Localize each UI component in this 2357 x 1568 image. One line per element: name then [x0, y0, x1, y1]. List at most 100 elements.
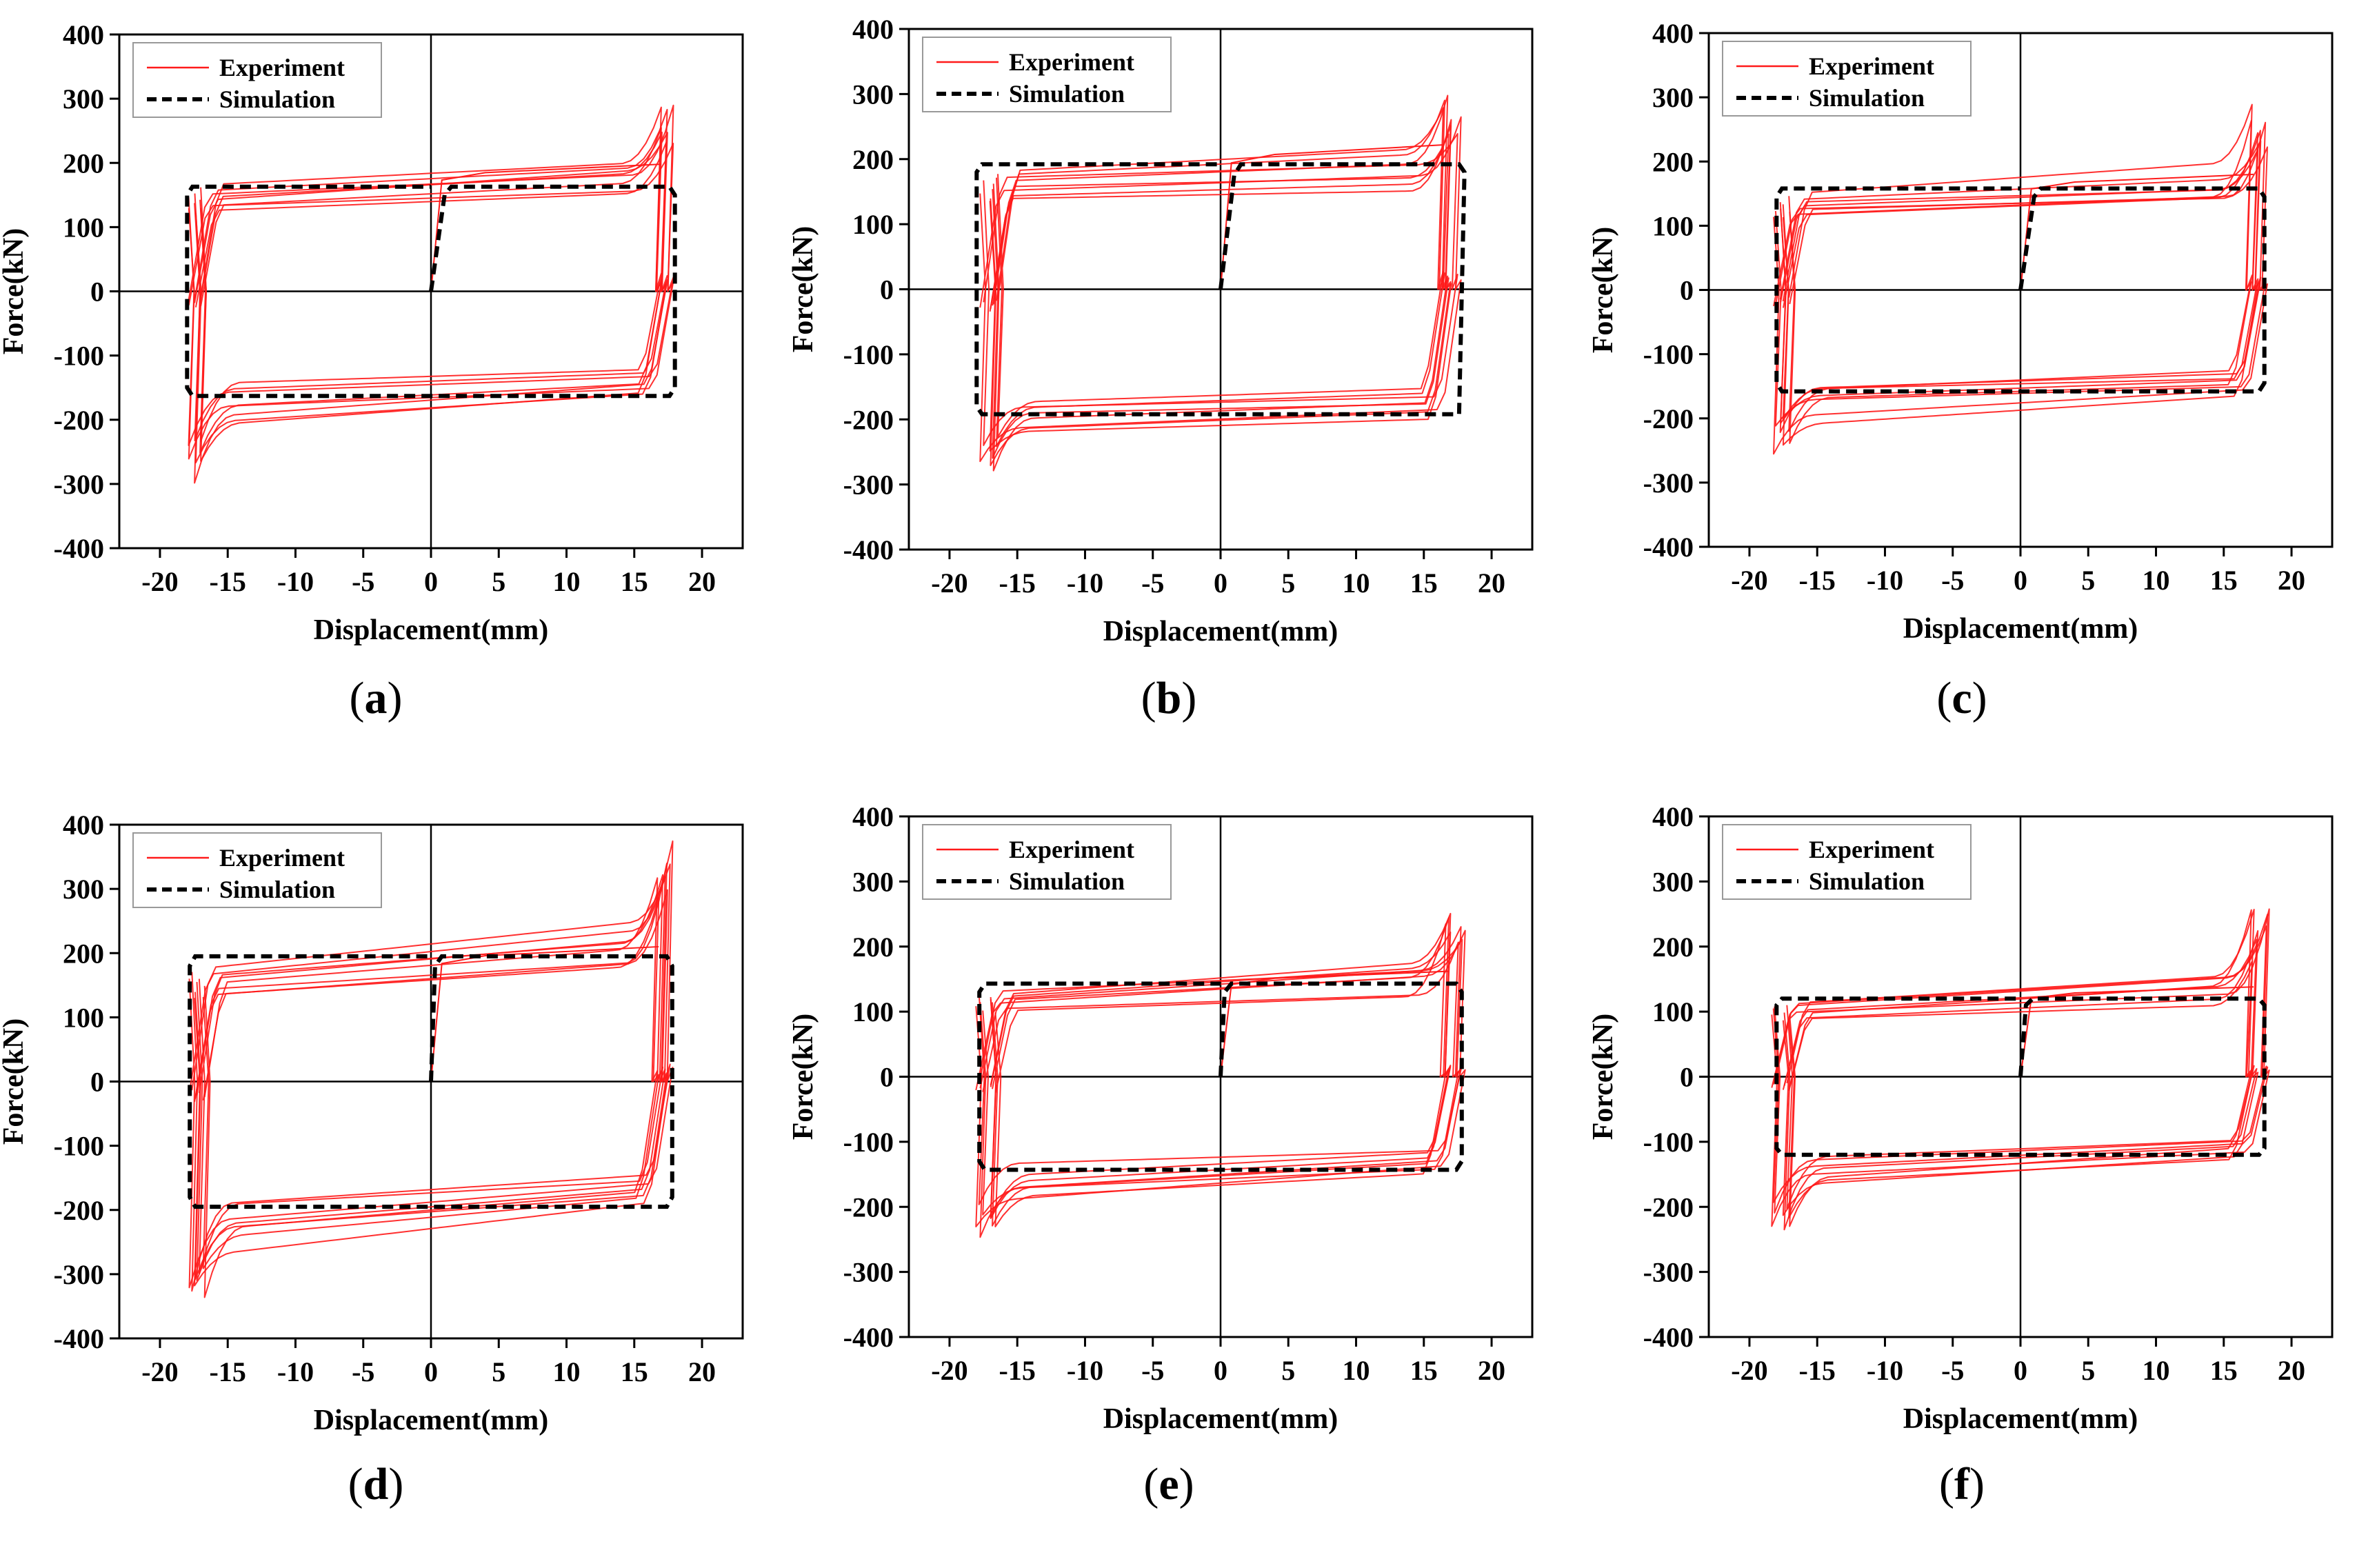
y-tick-label: 200	[852, 932, 894, 963]
simulation-loop	[188, 954, 674, 1209]
experiment-initial-branch	[2020, 986, 2254, 1077]
x-tick-label: 15	[1410, 567, 1438, 599]
y-tick-label: 400	[63, 19, 104, 50]
x-tick-label: 15	[621, 566, 648, 597]
experiment-loop	[1782, 929, 2259, 1216]
x-tick-label: 10	[1343, 1355, 1370, 1386]
experiment-loop	[979, 116, 1462, 463]
chart-panel-a: -20 -15 -10 -5 0 5 10 15 20 -400 -300 -200 -100 0 100 2…	[0, 19, 744, 646]
x-tick-label: -5	[1141, 1355, 1164, 1386]
y-tick-label: 300	[63, 874, 104, 905]
legend-label-experiment: Experiment	[1809, 836, 1934, 863]
x-tick-label: 5	[492, 1356, 505, 1387]
x-tick-label: -20	[931, 567, 967, 599]
legend-label-simulation: Simulation	[1009, 80, 1125, 108]
chart-panel-e: -20 -15 -10 -5 0 5 10 15 20 -400 -300 -200 -100 0 100 2…	[788, 801, 1534, 1435]
panel-caption-d: (d)	[348, 1459, 404, 1509]
panel-caption-letter: b	[1156, 673, 1182, 723]
y-tick-label: -100	[843, 1127, 894, 1158]
experiment-initial-branch	[430, 945, 659, 1082]
y-axis-title: Force(kN)	[788, 1014, 819, 1140]
x-tick-label: 20	[1478, 567, 1505, 599]
y-tick-label: 300	[852, 866, 894, 897]
y-tick-label: 100	[852, 209, 894, 240]
experiment-initial-branch	[430, 163, 662, 292]
y-tick-label: -200	[54, 1195, 104, 1226]
y-axis-title: Force(kN)	[1587, 1014, 1619, 1140]
panel-caption-f: (f)	[1939, 1459, 1985, 1509]
y-tick-label: -300	[54, 469, 104, 500]
x-tick-label: 0	[1214, 567, 1227, 599]
y-tick-label: 200	[852, 144, 894, 175]
y-tick-label: 100	[1652, 996, 1694, 1027]
y-axis-title: Force(kN)	[1587, 227, 1619, 353]
panel-caption-a: (a)	[349, 673, 403, 723]
x-tick-label: 0	[1214, 1355, 1227, 1386]
chart-panel-c: -20 -15 -10 -5 0 5 10 15 20 -400 -300 -200 -100 0 100 2…	[1587, 18, 2334, 645]
x-tick-label: 0	[424, 1356, 438, 1387]
x-axis-title: Displacement(mm)	[1103, 616, 1338, 647]
x-tick-label: -10	[1067, 567, 1103, 599]
simulation-loop	[974, 162, 1467, 416]
x-tick-label: 10	[1343, 567, 1370, 599]
y-tick-label: -400	[1643, 1322, 1694, 1353]
experiment-loop	[1772, 913, 2269, 1203]
legend-label-simulation: Simulation	[1809, 867, 1925, 895]
y-tick-label: 300	[852, 79, 894, 110]
x-axis-title: Displacement(mm)	[1903, 1403, 2138, 1435]
y-tick-label: -100	[843, 339, 894, 370]
experiment-loop	[194, 132, 668, 484]
legend-label-experiment: Experiment	[219, 54, 345, 81]
x-tick-label: 20	[2278, 1355, 2305, 1386]
legend: Experiment Simulation	[922, 824, 1172, 900]
legend-label-simulation: Simulation	[219, 86, 335, 113]
x-tick-label: -20	[1731, 565, 1767, 596]
y-tick-label: 400	[1652, 801, 1694, 832]
x-tick-label: 20	[2278, 565, 2305, 596]
x-tick-label: -20	[141, 566, 178, 597]
x-tick-label: -15	[1799, 1355, 1836, 1386]
experiment-loop	[198, 874, 664, 1275]
y-tick-label: 400	[1652, 18, 1694, 49]
experiment-loop	[1771, 908, 2270, 1227]
x-tick-label: 5	[492, 566, 505, 597]
x-tick-label: 20	[688, 566, 716, 597]
chart-panel-f: -20 -15 -10 -5 0 5 10 15 20 -400 -300 -200 -100 0 100 2…	[1587, 801, 2334, 1435]
y-tick-label: -100	[1643, 339, 1694, 370]
x-tick-label: 15	[2210, 1355, 2238, 1386]
y-axis-title: Force(kN)	[0, 1018, 30, 1145]
x-tick-label: 10	[553, 1356, 581, 1387]
x-tick-label: 20	[688, 1356, 716, 1387]
x-tick-label: -10	[1867, 565, 1903, 596]
panel-caption-b: (b)	[1141, 673, 1197, 723]
x-axis-title: Displacement(mm)	[1103, 1403, 1338, 1435]
y-tick-label: 0	[90, 277, 104, 308]
experiment-loop	[1783, 938, 2258, 1231]
x-tick-label: 10	[2143, 1355, 2170, 1386]
experiment-loop	[996, 99, 1445, 448]
x-tick-label: 5	[2081, 1355, 2095, 1386]
experiment-loop	[194, 108, 668, 441]
legend-label-experiment: Experiment	[219, 844, 345, 872]
panel-caption-c: (c)	[1936, 673, 1987, 723]
y-tick-label: -300	[843, 470, 894, 501]
y-tick-label: 0	[1680, 275, 1694, 306]
x-tick-label: -5	[1141, 567, 1164, 599]
y-tick-label: 200	[63, 148, 104, 179]
x-tick-label: 10	[553, 566, 581, 597]
y-tick-label: 300	[63, 83, 104, 114]
experiment-loop	[1786, 909, 2255, 1209]
y-tick-label: -300	[1643, 468, 1694, 499]
x-axis-title: Displacement(mm)	[314, 614, 549, 646]
x-tick-label: -15	[210, 566, 246, 597]
y-tick-label: -300	[843, 1257, 894, 1288]
y-tick-label: 0	[1680, 1062, 1694, 1093]
experiment-initial-branch	[2020, 173, 2254, 290]
x-axis-title: Displacement(mm)	[1903, 613, 2138, 645]
y-tick-label: 200	[1652, 146, 1694, 177]
x-tick-label: -15	[210, 1356, 246, 1387]
x-tick-label: 20	[1478, 1355, 1505, 1386]
x-tick-label: -20	[931, 1355, 967, 1386]
y-tick-label: -100	[1643, 1127, 1694, 1158]
